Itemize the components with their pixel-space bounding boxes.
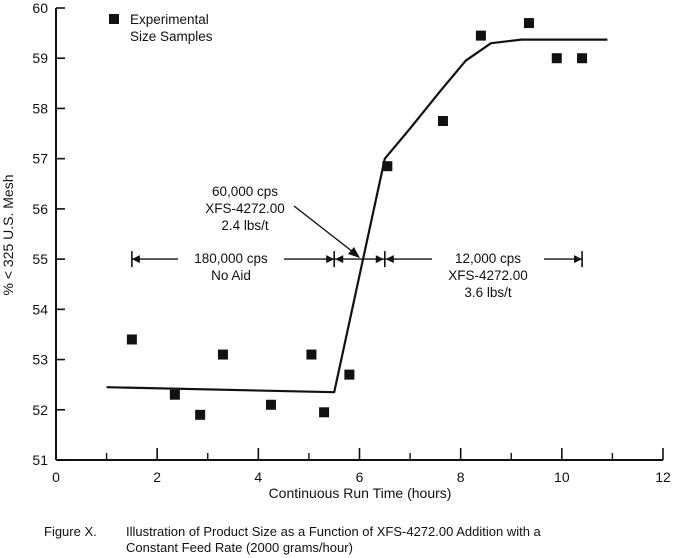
y-tick-label: 59	[32, 50, 48, 66]
region3-label-line3: 3.6 lbs/t	[464, 285, 512, 300]
chart: 51 52 53 54 55 56 57 58 59 60 0 2 4 6 8 10 12 180,000 cp…	[0, 0, 671, 501]
pointer-line	[293, 205, 354, 253]
data-point	[382, 161, 393, 172]
region1-arrow-left-head	[131, 255, 140, 264]
region2-arrow-left-head	[335, 255, 344, 264]
region3-label-line1: 12,000 cps	[455, 251, 521, 266]
data-point	[475, 30, 486, 41]
data-point	[577, 53, 588, 64]
region1-label-line1: 180,000 cps	[194, 251, 268, 266]
x-tick-label: 12	[655, 469, 671, 485]
x-tick-label: 8	[457, 469, 465, 485]
region2-label-line1: 60,000 cps	[212, 184, 278, 199]
caption-figure-label: Figure X.	[44, 524, 97, 539]
data-point	[195, 409, 206, 420]
data-point	[319, 407, 330, 418]
region1-arrow-right-head	[326, 255, 335, 264]
legend-marker	[109, 14, 119, 24]
region2-label-line2: XFS-4272.00	[205, 201, 285, 216]
data-points	[126, 18, 588, 420]
data-point	[126, 334, 137, 345]
axes: 51 52 53 54 55 56 57 58 59 60 0 2 4 6 8 10 12	[32, 0, 671, 485]
x-tick-label: 2	[153, 469, 161, 485]
y-tick-label: 53	[32, 352, 48, 368]
caption-text-line2: Constant Feed Rate (2000 grams/hour)	[126, 540, 353, 555]
y-tick-label: 52	[32, 402, 48, 418]
data-point	[523, 18, 534, 29]
data-point	[265, 399, 276, 410]
caption-text-line1: Illustration of Product Size as a Functi…	[126, 524, 541, 539]
trend-line-layer	[106, 38, 608, 394]
region3-arrow-left-head	[385, 255, 394, 264]
y-tick-label: 57	[32, 151, 48, 167]
y-tick-label: 51	[32, 452, 48, 468]
region3-arrow-right-head	[574, 255, 583, 264]
x-tick-label: 0	[52, 469, 60, 485]
legend-label-line2: Size Samples	[130, 29, 213, 44]
x-tick-label: 10	[554, 469, 570, 485]
data-point	[169, 389, 180, 400]
trend-line	[106, 38, 608, 394]
y-axis-title: % < 325 U.S. Mesh	[0, 174, 16, 295]
region2-label-line3: 2.4 lbs/t	[221, 218, 269, 233]
y-tick-label: 55	[32, 251, 48, 267]
data-point	[551, 53, 562, 64]
y-tick-label: 60	[32, 0, 48, 16]
x-axis-title: Continuous Run Time (hours)	[269, 485, 452, 501]
data-point	[306, 349, 317, 360]
annotations: 180,000 cps No Aid 60,000 cps XFS-4272.00 2.…	[131, 184, 583, 300]
y-tick-label: 56	[32, 201, 48, 217]
legend-label-line1: Experimental	[130, 12, 209, 27]
data-point	[437, 116, 448, 126]
y-tick-label: 58	[32, 100, 48, 116]
region1-label-line2: No Aid	[211, 268, 251, 283]
region3-label-line2: XFS-4272.00	[448, 268, 528, 283]
figure-caption: Figure X. Illustration of Product Size as…	[44, 524, 674, 556]
pointer-arrow-head	[348, 247, 360, 258]
data-point	[344, 369, 355, 380]
caption-line1: Figure X. Illustration of Product Size as…	[44, 524, 674, 540]
x-tick-label: 6	[356, 469, 364, 485]
y-tick-label: 54	[32, 301, 48, 317]
region2-arrow-right-head	[375, 255, 384, 264]
x-tick-label: 4	[254, 469, 262, 485]
data-point	[217, 349, 228, 360]
